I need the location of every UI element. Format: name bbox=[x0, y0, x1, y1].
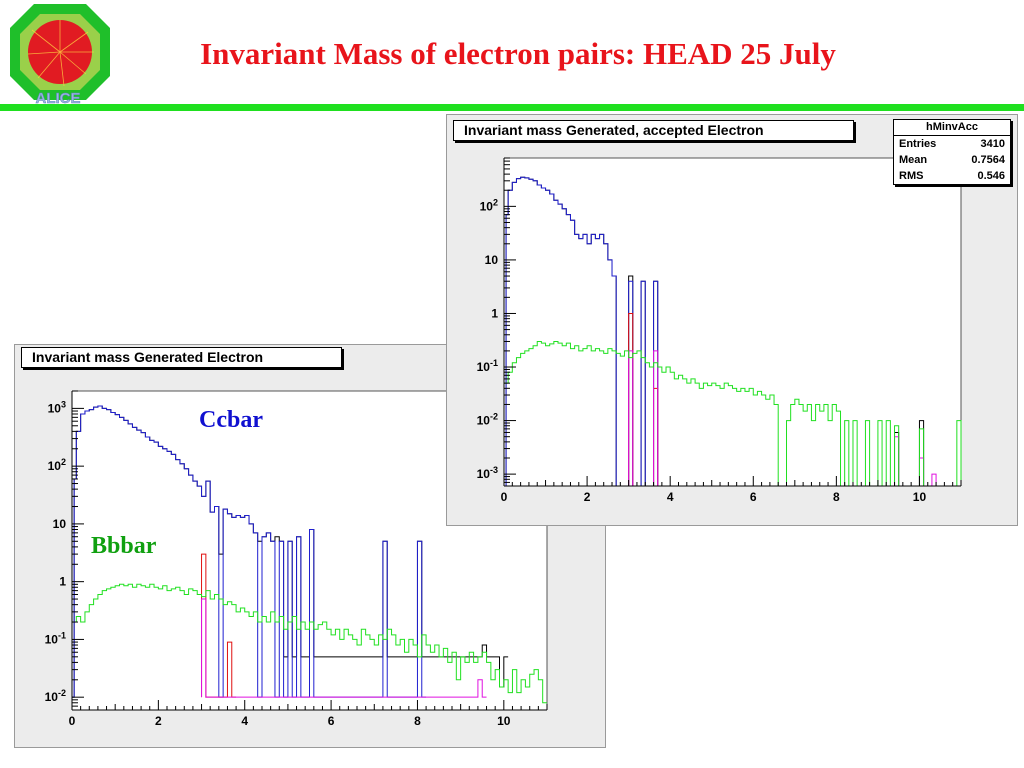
stats-row-mean: Mean 0.7564 bbox=[894, 152, 1010, 168]
chart-generated-electron: 0 2 4 6 8 10 103 102 10 1 10-1 10-2 Invariant mass … bbox=[14, 344, 606, 748]
histogram-series-4 bbox=[72, 583, 547, 704]
plot-frame bbox=[504, 158, 961, 486]
stats-value: 3410 bbox=[980, 138, 1005, 150]
y-tick-label: 10-1 bbox=[477, 358, 498, 374]
y-tick-label: 10-1 bbox=[45, 630, 66, 646]
y-tick-label: 10-3 bbox=[477, 465, 498, 481]
y-tick-label: 10-2 bbox=[45, 688, 66, 704]
chart-accepted-electron: 0 2 4 6 8 10 102 10 1 10-1 10-2 10-3 Invariant mass… bbox=[446, 114, 1018, 526]
histogram-series-3 bbox=[201, 598, 487, 698]
chart-accepted-svg: 0 2 4 6 8 10 102 10 1 10-1 10-2 10-3 bbox=[477, 157, 962, 504]
histogram-series-1 bbox=[72, 405, 427, 698]
y-tick-label: 10 bbox=[485, 253, 499, 267]
x-tick-label: 10 bbox=[497, 714, 511, 728]
annotation-ccbar: Ccbar bbox=[199, 407, 263, 433]
stats-value: 0.546 bbox=[977, 170, 1005, 182]
y-tick-label: 1 bbox=[59, 575, 66, 589]
alice-logo: ALICE bbox=[10, 4, 110, 104]
green-divider bbox=[0, 104, 1024, 111]
x-tick-label: 2 bbox=[155, 714, 162, 728]
stats-label: Entries bbox=[899, 138, 937, 150]
x-tick-label: 0 bbox=[501, 490, 508, 504]
slide-title: Invariant Mass of electron pairs: HEAD 2… bbox=[200, 36, 836, 71]
x-tick-label: 2 bbox=[584, 490, 591, 504]
chart-title: Invariant mass Generated, accepted Elect… bbox=[453, 120, 854, 141]
x-tick-label: 8 bbox=[833, 490, 840, 504]
y-tick-label: 10 bbox=[53, 517, 67, 531]
x-tick-label: 6 bbox=[328, 714, 335, 728]
x-tick-label: 8 bbox=[414, 714, 421, 728]
x-tick-label: 4 bbox=[241, 714, 248, 728]
logo-text: ALICE bbox=[36, 90, 81, 104]
logo-tracks bbox=[27, 20, 94, 87]
x-tick-label: 0 bbox=[69, 714, 76, 728]
stats-value: 0.7564 bbox=[971, 154, 1005, 166]
annotation-bbbar: Bbbar bbox=[91, 533, 157, 559]
y-tick-label: 102 bbox=[48, 457, 66, 473]
chart-title: Invariant mass Generated Electron bbox=[21, 347, 342, 368]
x-tick-label: 4 bbox=[667, 490, 674, 504]
x-tick-label: 10 bbox=[913, 490, 927, 504]
stats-box: hMinvAcc Entries 3410 Mean 0.7564 RMS 0.… bbox=[893, 119, 1011, 185]
stats-row-entries: Entries 3410 bbox=[894, 136, 1010, 152]
stats-name: hMinvAcc bbox=[894, 120, 1010, 136]
stats-label: RMS bbox=[899, 170, 924, 182]
y-tick-label: 102 bbox=[480, 197, 498, 213]
y-tick-label: 103 bbox=[48, 399, 66, 415]
stats-label: Mean bbox=[899, 154, 928, 166]
stats-row-rms: RMS 0.546 bbox=[894, 168, 1010, 184]
y-tick-label: 1 bbox=[491, 306, 498, 320]
x-tick-label: 6 bbox=[750, 490, 757, 504]
y-tick-label: 10-2 bbox=[477, 412, 498, 428]
